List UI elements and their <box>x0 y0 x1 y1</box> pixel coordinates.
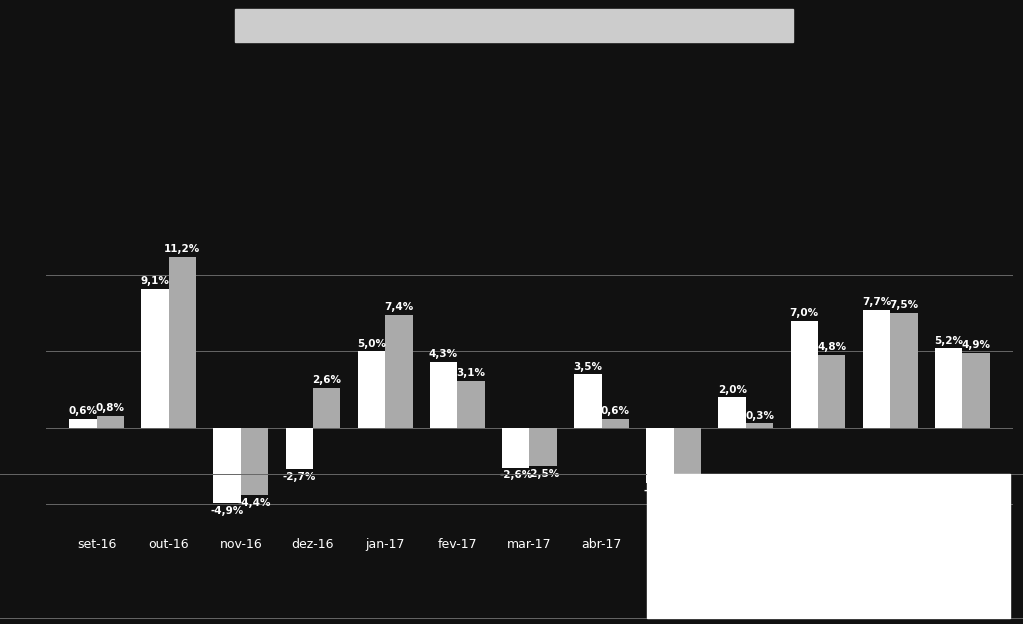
Text: -3,6%: -3,6% <box>643 485 676 495</box>
Bar <box>674 428 701 490</box>
Bar <box>358 351 385 428</box>
Text: 3,1%: 3,1% <box>456 368 486 378</box>
Text: 2,6%: 2,6% <box>312 376 342 386</box>
Text: -4,1%: -4,1% <box>671 494 704 504</box>
Bar <box>602 419 629 428</box>
Text: 5,0%: 5,0% <box>357 339 386 349</box>
Bar <box>574 374 602 428</box>
Bar <box>169 256 196 428</box>
Text: 7,5%: 7,5% <box>889 301 919 311</box>
Bar <box>214 428 240 503</box>
Bar <box>313 388 341 428</box>
Text: 7,0%: 7,0% <box>790 308 818 318</box>
Bar <box>818 354 845 428</box>
Text: -2,5%: -2,5% <box>527 469 560 479</box>
Text: 9,1%: 9,1% <box>140 276 170 286</box>
Text: 4,8%: 4,8% <box>817 342 846 352</box>
Text: 5,2%: 5,2% <box>934 336 963 346</box>
Text: 0,8%: 0,8% <box>96 403 125 413</box>
Bar <box>963 353 989 428</box>
Text: 4,9%: 4,9% <box>962 340 990 350</box>
Text: -4,4%: -4,4% <box>237 498 271 508</box>
Bar <box>890 313 918 428</box>
Bar <box>502 428 530 467</box>
Bar <box>746 423 773 428</box>
Text: 0,6%: 0,6% <box>69 406 97 416</box>
Bar <box>530 428 557 466</box>
Text: 4,3%: 4,3% <box>429 349 458 359</box>
Bar <box>96 416 124 428</box>
Bar <box>385 314 412 428</box>
Text: 3,5%: 3,5% <box>573 362 603 372</box>
Text: -2,7%: -2,7% <box>282 472 316 482</box>
Text: 0,3%: 0,3% <box>745 411 774 421</box>
Bar <box>430 362 457 428</box>
Bar <box>70 419 96 428</box>
Bar <box>457 381 485 428</box>
Bar <box>791 321 818 428</box>
Bar <box>862 310 890 428</box>
Bar <box>285 428 313 469</box>
Text: 2,0%: 2,0% <box>717 384 747 394</box>
Bar <box>718 397 746 428</box>
Bar <box>141 289 169 428</box>
Text: 0,6%: 0,6% <box>601 406 630 416</box>
Text: -4,9%: -4,9% <box>211 505 243 515</box>
Text: 7,4%: 7,4% <box>385 302 413 312</box>
Bar <box>935 348 963 428</box>
Bar <box>647 428 674 483</box>
Text: 7,7%: 7,7% <box>861 298 891 308</box>
Bar <box>240 428 268 495</box>
Text: -2,6%: -2,6% <box>499 470 532 480</box>
Text: 11,2%: 11,2% <box>165 244 201 254</box>
